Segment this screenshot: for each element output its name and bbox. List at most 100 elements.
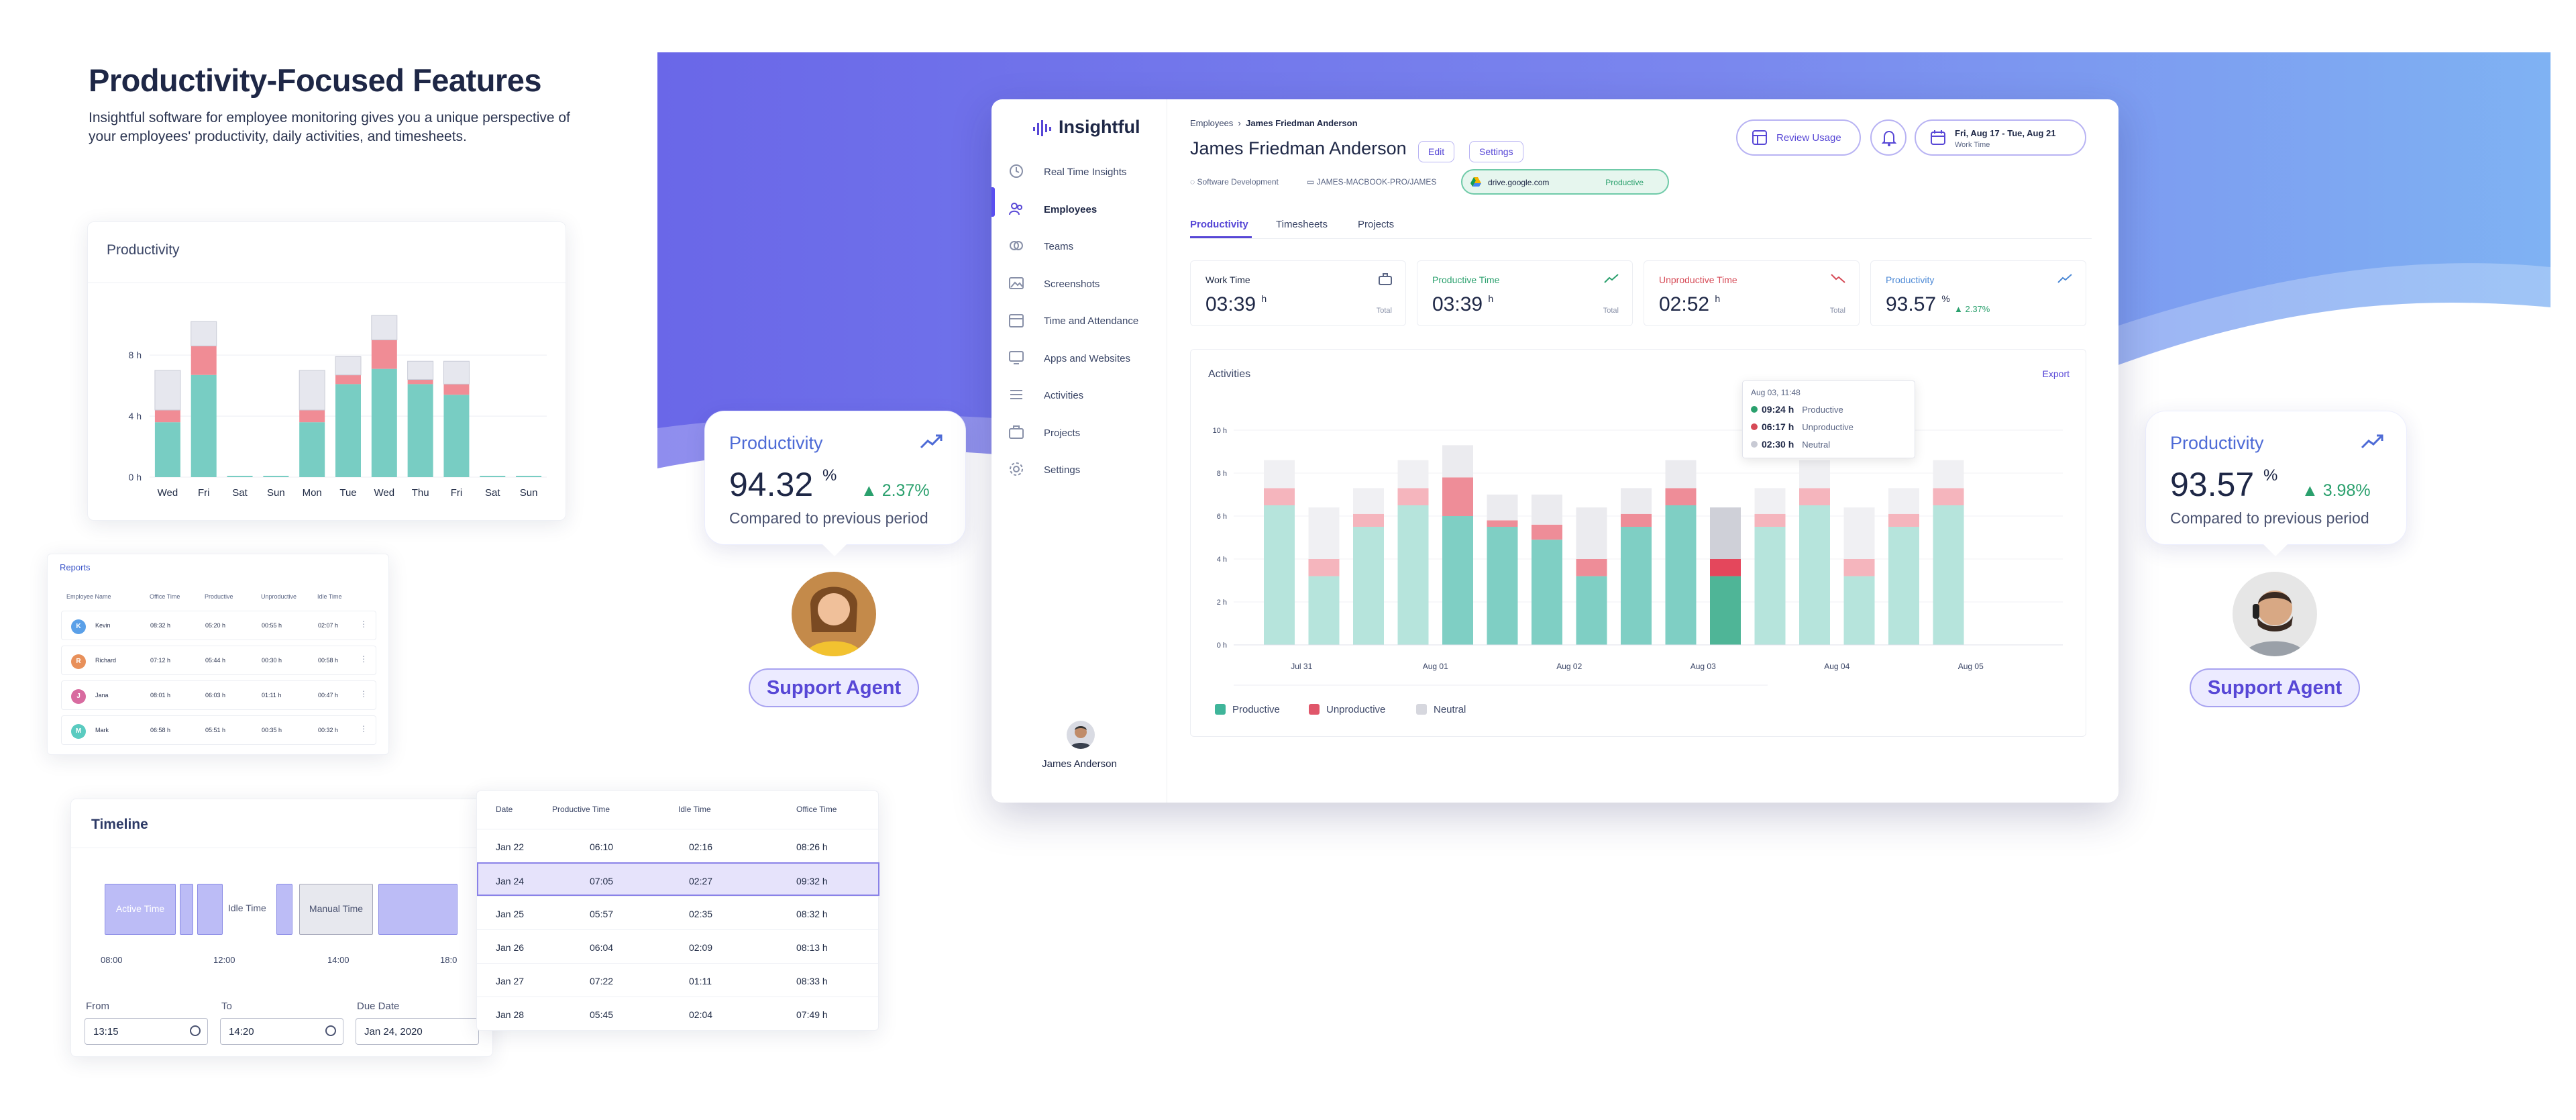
bar-unproductive [1353, 513, 1384, 527]
sidebar-item-screenshots[interactable]: Screenshots [1009, 270, 1157, 299]
table-row[interactable]: Jan 28 05:45 02:04 07:49 h [477, 997, 879, 1030]
bar-productive [1576, 576, 1607, 645]
table-cell: 06:10 [590, 842, 614, 852]
bar-productive [1888, 527, 1919, 645]
table-row[interactable]: Jan 25 05:57 02:35 08:32 h [477, 896, 879, 929]
tab-timesheets[interactable]: Timesheets [1276, 219, 1328, 230]
timeline-block-active[interactable] [378, 884, 458, 935]
bar-unproductive [1754, 513, 1786, 527]
sidebar-item-real-time-insights[interactable]: Real Time Insights [1009, 158, 1157, 187]
table-cell-unproductive: 01:11 h [262, 692, 282, 699]
date-range-sub: Work Time [1955, 141, 1990, 149]
bar-neutral [299, 370, 325, 411]
table-row[interactable]: M Mark 06:58 h 05:51 h 00:35 h 00:32 h ⋮ [61, 715, 376, 745]
bar-unproductive [1576, 559, 1607, 576]
table-row[interactable]: Jan 22 06:10 02:16 08:26 h [477, 829, 879, 862]
tab-productivity[interactable]: Productivity [1190, 219, 1248, 230]
table-cell-productive: 05:20 h [205, 622, 226, 629]
due-date-input[interactable]: Jan 24, 2020 [356, 1018, 479, 1045]
table-row[interactable]: Jan 26 06:04 02:09 08:13 h [477, 929, 879, 963]
legend-productive[interactable]: Productive [1215, 704, 1280, 715]
table-row[interactable]: K Kevin 08:32 h 05:20 h 00:55 h 02:07 h ⋮ [61, 611, 376, 640]
timeline-tick: 08:00 [101, 955, 123, 965]
edit-button[interactable]: Edit [1418, 141, 1455, 162]
productivity-stat-card: Productivity 93.57 % ▲ 2.37% [1870, 260, 2086, 326]
y-tick-label: 0 h [1217, 642, 1227, 650]
table-cell: 05:45 [590, 1009, 614, 1020]
to-time-value: 14:20 [229, 1026, 254, 1037]
table-row[interactable]: R Richard 07:12 h 05:44 h 00:30 h 00:58 h ⋮ [61, 646, 376, 675]
notifications-button[interactable] [1870, 119, 1907, 156]
reports-header-name: Employee Name [66, 593, 111, 600]
active-nav-indicator [991, 187, 995, 217]
timeline-block-active[interactable] [180, 884, 193, 935]
bar-neutral [371, 315, 398, 340]
bar-unproductive [1843, 559, 1875, 576]
sidebar-item-settings[interactable]: Settings [1009, 456, 1157, 485]
sidebar-item-time-and-attendance[interactable]: Time and Attendance [1009, 307, 1157, 336]
to-time-input[interactable]: 14:20 [220, 1018, 343, 1045]
table-cell: 02:16 [689, 842, 713, 852]
timeline-block-manual[interactable]: Manual Time [299, 884, 373, 935]
sidebar-item-label: Real Time Insights [1044, 166, 1127, 178]
support-agent-button[interactable]: Support Agent [2190, 668, 2360, 707]
avatar[interactable] [1067, 721, 1095, 749]
timeline-block-active[interactable] [276, 884, 292, 935]
more-vertical-icon[interactable]: ⋮ [360, 724, 368, 733]
sidebar-item-label: Apps and Websites [1044, 352, 1130, 364]
bar-neutral [1754, 488, 1786, 514]
table-cell: 08:32 h [796, 909, 828, 919]
settings-button[interactable]: Settings [1469, 141, 1523, 162]
bar-neutral [1710, 507, 1741, 559]
sidebar-item-activities[interactable]: Activities [1009, 382, 1157, 410]
agent-photo-female [792, 572, 876, 656]
bar-productive [407, 384, 433, 477]
timeline-block-active[interactable] [197, 884, 223, 935]
x-tick-label: Wed [374, 487, 395, 499]
breadcrumb-parent[interactable]: Employees [1190, 118, 1234, 128]
productivity-stat-delta: ▲ 2.37% [1954, 304, 1990, 314]
teams-icon [1009, 238, 1024, 253]
from-time-input[interactable]: 13:15 [85, 1018, 208, 1045]
sidebar-item-apps-and-websites[interactable]: Apps and Websites [1009, 345, 1157, 373]
table-row[interactable]: Jan 27 07:22 01:11 08:33 h [477, 963, 879, 997]
timeline-block-active[interactable]: Active Time [105, 884, 176, 935]
bar-unproductive [1621, 513, 1652, 527]
table-cell-unproductive: 00:55 h [262, 622, 282, 629]
tooltip-row: 02:30 h Neutral [1751, 439, 1830, 450]
clock-icon [325, 1025, 336, 1036]
x-tick-label: Sat [485, 487, 500, 499]
bar-neutral [1621, 488, 1652, 514]
bar-neutral [1888, 488, 1919, 514]
review-usage-button[interactable]: Review Usage [1736, 119, 1861, 156]
sidebar-item-label: Time and Attendance [1044, 315, 1139, 327]
tab-projects[interactable]: Projects [1358, 219, 1395, 230]
legend-unproductive[interactable]: Unproductive [1309, 704, 1385, 715]
bar-unproductive [407, 379, 433, 385]
app-logo[interactable]: Insightful [1032, 117, 1140, 138]
calendar-icon [1009, 313, 1024, 327]
legend-neutral[interactable]: Neutral [1416, 704, 1466, 715]
sidebar-item-teams[interactable]: Teams [1009, 233, 1157, 261]
sidebar-item-employees[interactable]: Employees [1009, 196, 1157, 224]
sidebar-item-projects[interactable]: Projects [1009, 419, 1157, 448]
table-row[interactable]: Jan 24 07:05 02:27 09:32 h [477, 862, 879, 896]
more-vertical-icon[interactable]: ⋮ [360, 689, 368, 699]
bar-neutral [1665, 460, 1697, 489]
time-table: Date Productive Time Idle Time Office Ti… [476, 791, 879, 1031]
date-range-picker[interactable]: Fri, Aug 17 - Tue, Aug 21 Work Time [1915, 119, 2086, 156]
more-vertical-icon[interactable]: ⋮ [360, 619, 368, 629]
bar-unproductive [371, 340, 397, 369]
more-vertical-icon[interactable]: ⋮ [360, 654, 368, 664]
table-row[interactable]: J Jana 08:01 h 06:03 h 01:11 h 00:47 h ⋮ [61, 680, 376, 710]
trend-down-icon [1831, 274, 1845, 283]
clock-icon [1009, 164, 1024, 179]
table-cell-idle: 00:47 h [318, 692, 339, 699]
table-cell: 08:26 h [796, 842, 828, 852]
export-button[interactable]: Export [2042, 368, 2070, 379]
support-agent-button[interactable]: Support Agent [749, 668, 919, 707]
table-cell-productive: 05:51 h [205, 727, 226, 733]
y-tick-label: 8 h [129, 350, 142, 360]
timeline-card: Timeline Active Time Idle Time Manual Ti… [70, 799, 493, 1057]
productive-time-label: Productive Time [1432, 274, 1500, 285]
